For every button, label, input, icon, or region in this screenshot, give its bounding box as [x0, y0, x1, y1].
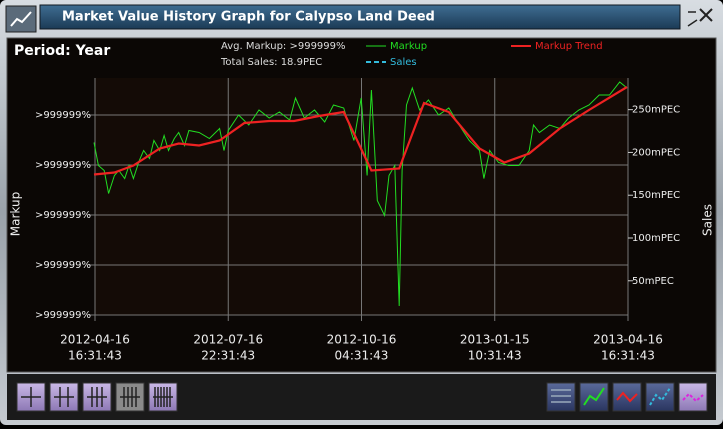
- view-glyph: [551, 389, 571, 403]
- legend-label: Markup Trend: [535, 41, 603, 52]
- view-glyph: [649, 387, 671, 406]
- icon-glyph: [10, 11, 32, 27]
- x-tick-label: 22:31:43: [201, 349, 255, 363]
- legend-label: Sales: [390, 57, 417, 68]
- view-buttons: [546, 382, 708, 412]
- close-button[interactable]: [687, 8, 713, 27]
- y2-axis-label: Sales: [701, 204, 715, 236]
- legend-label: Markup: [390, 41, 427, 52]
- y-tick-label: >999999%: [35, 110, 91, 121]
- view-glyph: [583, 387, 605, 406]
- view-glyph: [682, 392, 704, 403]
- zoom-glyphs: [21, 387, 173, 407]
- period: Period: Year: [14, 43, 110, 59]
- zoom-buttons: [16, 382, 178, 412]
- view-button[interactable]: [612, 382, 642, 412]
- y2-tick-label: 100mPEC: [632, 233, 680, 244]
- y2-tick-label: 200mPEC: [632, 147, 680, 158]
- x-tick-label: 16:31:43: [68, 349, 122, 363]
- view-button[interactable]: [579, 382, 609, 412]
- view-glyph: [616, 391, 638, 403]
- line: [93, 81, 628, 307]
- window-title: Market Value History Graph for Calypso L…: [62, 10, 435, 25]
- x-tick-label: 2013-04-16: [593, 333, 663, 347]
- y-axis-label: Markup: [9, 192, 23, 236]
- y-tick-label: >999999%: [35, 310, 91, 321]
- x-tick-label: 2012-04-16: [60, 333, 130, 347]
- total-sales: Total Sales: 18.9PEC: [220, 57, 322, 68]
- y2-tick-label: 250mPEC: [632, 105, 680, 116]
- y-tick-label: >999999%: [35, 210, 91, 221]
- avg-markup: Avg. Markup: >999999%: [221, 41, 346, 52]
- x-tick-label: 2012-10-16: [327, 333, 397, 347]
- view-button[interactable]: [546, 382, 576, 412]
- x-tick-label: 04:31:43: [335, 349, 389, 363]
- window-icon: [5, 5, 37, 33]
- y-tick-label: >999999%: [35, 160, 91, 171]
- title-bar: [39, 4, 681, 30]
- x-tick-label: 2012-07-16: [193, 333, 263, 347]
- y-tick-label: >999999%: [35, 260, 91, 271]
- x-tick-label: 16:31:43: [601, 349, 655, 363]
- toolbar: [7, 374, 716, 420]
- view-button[interactable]: [645, 382, 675, 412]
- line: [93, 86, 628, 176]
- x-tick-label: 2013-01-15: [460, 333, 530, 347]
- view-button[interactable]: [678, 382, 708, 412]
- y2-tick-label: 50mPEC: [632, 276, 674, 287]
- x-tick-label: 10:31:43: [468, 349, 522, 363]
- y2-tick-label: 150mPEC: [632, 190, 680, 201]
